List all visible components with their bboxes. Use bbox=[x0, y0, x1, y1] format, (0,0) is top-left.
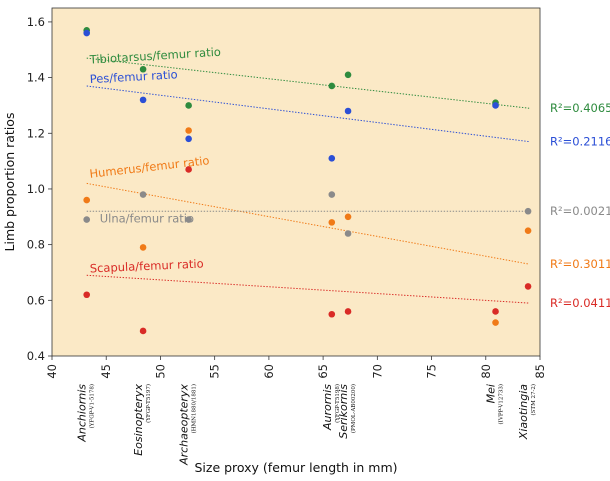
data-point bbox=[185, 135, 192, 143]
x-tick-label: 75 bbox=[425, 364, 439, 379]
x-tick-label: 45 bbox=[99, 364, 113, 379]
data-point bbox=[139, 327, 147, 335]
trend-line bbox=[86, 85, 530, 143]
data-point bbox=[524, 227, 532, 235]
trend-lines bbox=[86, 57, 530, 304]
y-axis-ticks: 0.4 0.6 0.8 1.0 1.2 1.4 1.6 bbox=[27, 15, 52, 363]
taxon-name: Archaeopteryx bbox=[178, 384, 191, 466]
taxon-labels: Anchiornis (YFGP-V1-5178) Eosinopteryx (YFG… bbox=[76, 384, 537, 466]
data-point bbox=[344, 71, 352, 79]
x-tick-label: 55 bbox=[208, 364, 222, 379]
y-tick-label: 0.6 bbox=[27, 293, 45, 307]
r-squared-label: R²=0.0021 bbox=[550, 204, 610, 218]
taxon-specimen: (YFGP-T5198) bbox=[334, 384, 341, 423]
r-squared-label: R²=0.0411 bbox=[550, 296, 610, 310]
x-tick-label: 60 bbox=[262, 364, 276, 379]
r-squared-label: R²=0.4065 bbox=[550, 101, 610, 115]
data-point bbox=[328, 155, 336, 162]
data-point bbox=[492, 319, 499, 326]
y-tick-label: 1.6 bbox=[27, 15, 45, 29]
trend-line bbox=[86, 274, 530, 304]
x-tick-label: 50 bbox=[153, 364, 167, 379]
data-point bbox=[83, 196, 91, 204]
data-point bbox=[344, 308, 352, 315]
data-point bbox=[344, 107, 352, 115]
x-tick-label: 65 bbox=[316, 364, 330, 379]
x-tick-label: 70 bbox=[370, 364, 384, 379]
y-tick-label: 1.2 bbox=[27, 126, 45, 140]
y-tick-label: 1.0 bbox=[27, 182, 45, 196]
data-point bbox=[492, 308, 499, 315]
y-axis-title: Limb proportion ratios bbox=[2, 113, 17, 252]
x-tick-label: 40 bbox=[45, 364, 59, 379]
data-point bbox=[139, 244, 147, 251]
data-point bbox=[83, 291, 91, 299]
taxon-name: Xiaotingia bbox=[517, 384, 530, 440]
y-tick-label: 1.4 bbox=[27, 71, 45, 85]
data-point bbox=[328, 310, 336, 318]
data-point bbox=[83, 216, 91, 223]
series-label: Pes/femur ratio bbox=[89, 67, 178, 86]
taxon-specimen: (YFGP-V1-5178) bbox=[89, 384, 96, 428]
data-point bbox=[524, 207, 532, 215]
x-axis-ticks: 40 45 50 55 60 65 70 75 80 85 bbox=[45, 356, 547, 379]
taxon-specimen: (IVPP-V12733) bbox=[498, 384, 505, 424]
taxon-name: Eosinopteryx bbox=[132, 384, 145, 456]
data-point bbox=[185, 127, 192, 134]
r-squared-label: R²=0.2116 bbox=[550, 135, 610, 149]
y-tick-label: 0.8 bbox=[27, 238, 45, 252]
y-tick-label: 0.4 bbox=[27, 349, 45, 363]
taxon-name: Mei bbox=[485, 384, 498, 403]
series-label: Scapula/femur ratio bbox=[89, 257, 203, 276]
taxon-name: Serikornis bbox=[337, 384, 350, 439]
data-point bbox=[139, 191, 147, 198]
taxon-specimen: (HMN1880/1881) bbox=[191, 384, 198, 433]
data-point bbox=[185, 102, 192, 109]
data-point bbox=[344, 230, 352, 237]
taxon-name: Anchiornis bbox=[76, 384, 89, 443]
x-tick-label: 85 bbox=[533, 364, 547, 379]
x-tick-label: 80 bbox=[479, 364, 493, 379]
plot-background bbox=[52, 8, 540, 356]
data-point bbox=[524, 283, 532, 290]
data-point bbox=[139, 65, 147, 73]
trend-line bbox=[86, 57, 530, 109]
data-point bbox=[328, 82, 336, 90]
data-point bbox=[139, 96, 147, 104]
data-point bbox=[185, 166, 192, 173]
taxon-specimen: (PMOL-AB00200) bbox=[350, 384, 357, 433]
taxon-specimen: (YFGP-T5197) bbox=[145, 384, 152, 423]
series-label: Ulna/femur ratio bbox=[100, 211, 194, 225]
x-axis-title: Size proxy (femur length in mm) bbox=[194, 460, 397, 475]
plot-frame bbox=[51, 7, 541, 357]
data-point bbox=[83, 29, 91, 37]
taxon-specimen: (STM 27-2) bbox=[530, 384, 537, 415]
r-squared-label: R²=0.3011 bbox=[550, 257, 610, 271]
data-point bbox=[492, 102, 499, 109]
taxon-name: Aurornis bbox=[321, 384, 334, 431]
data-point bbox=[328, 219, 336, 226]
data-point bbox=[185, 216, 192, 223]
data-point bbox=[328, 191, 336, 198]
data-point bbox=[344, 213, 352, 221]
data-points bbox=[83, 26, 532, 335]
